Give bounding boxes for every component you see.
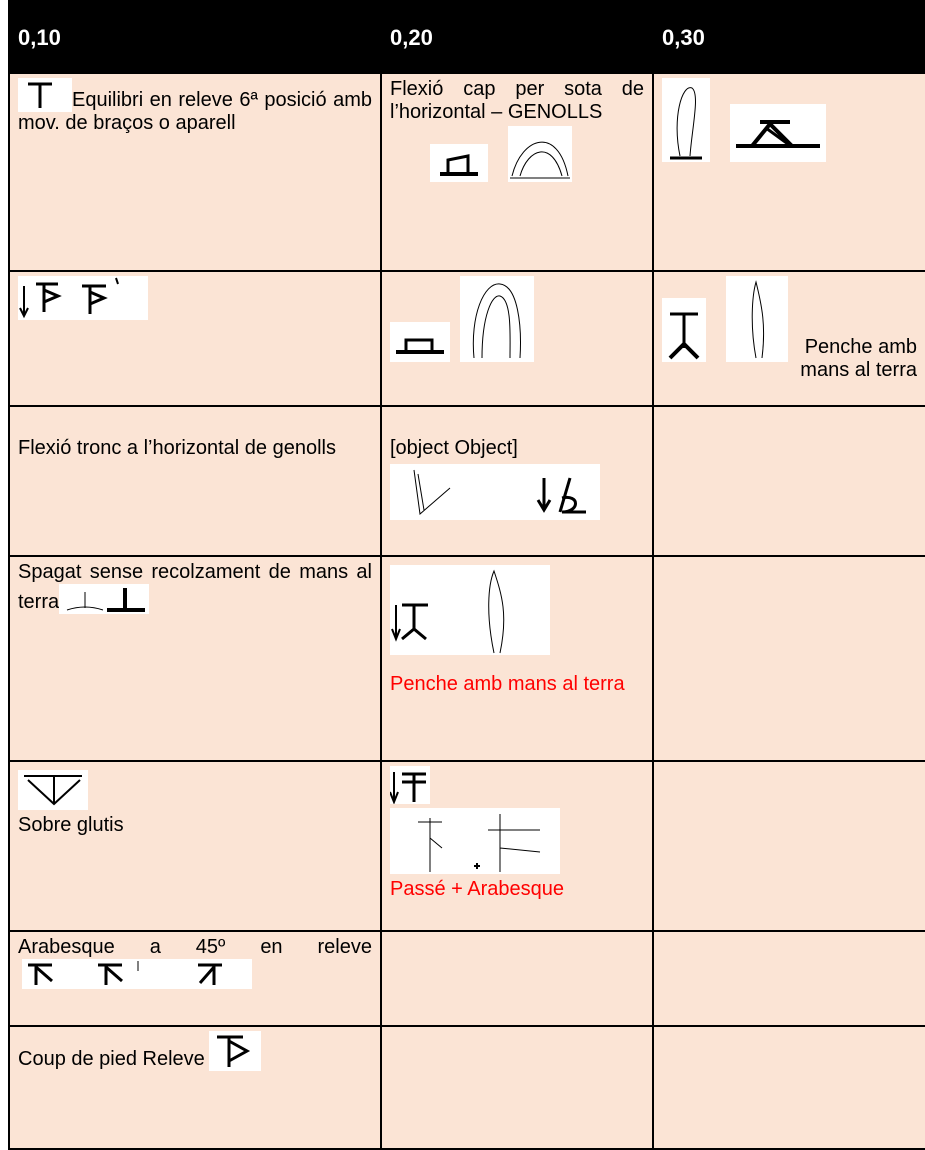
cell-text: Flexió tronc a l’horizontal de genolls [18,437,336,459]
row: Equilibri en releve 6ª posició amb mov. … [8,72,925,272]
cell: Penche amb mans al terra [652,270,925,407]
row: Sobre glutis Passé + Arabesque [8,760,925,932]
row: Flexió tronc a l’horizontal de genolls [… [8,405,925,557]
cell-text: Penche amb mans al terra [390,673,625,695]
cell-text: Coup de pied Releve [18,1048,205,1070]
icon [18,770,88,810]
icon [18,78,72,112]
icon [459,276,534,362]
cell: [object Object] [380,405,654,557]
cell: Arabesque a 45º en releve [8,930,382,1027]
icon [208,1031,261,1071]
cell-text: Flexió cap per sota de l’horizontal – GE… [390,78,644,123]
cell [652,760,925,932]
icon [430,144,488,182]
cell [8,270,382,407]
cell-text: [object Object] [390,437,518,459]
icon [729,104,826,162]
icon [725,276,788,362]
icon [390,565,550,655]
cell [652,1025,925,1150]
cell-text: Passé + Arabesque [390,878,565,900]
row: Coup de pied Releve [8,1025,925,1150]
icon [390,808,560,874]
cell: Equilibri en releve 6ª posició amb mov. … [8,72,382,272]
cell [380,930,654,1027]
icon [390,464,600,520]
cell [380,1025,654,1150]
row: Spagat sense recolzament de mans al terr… [8,555,925,762]
icon-group [430,126,644,182]
cell [652,930,925,1027]
row: Arabesque a 45º en releve [8,930,925,1027]
cell [652,555,925,762]
cell-text: Penche amb mans al terra [800,336,917,381]
cell: Sobre glutis [8,760,382,932]
icon [507,126,572,182]
cell: Passé + Arabesque [380,760,654,932]
cell-text: Equilibri en releve 6ª posició amb mov. … [18,89,372,134]
icon [662,298,706,362]
cell: Spagat sense recolzament de mans al terr… [8,555,382,762]
cell-text: Arabesque a 45º en releve [18,936,372,958]
cell: Coup de pied Releve [8,1025,382,1150]
header-cell: 0,20 [380,0,654,74]
cell-text: Spagat sense recolzament de mans al terr… [18,561,372,613]
cell-text: Sobre glutis [18,814,124,836]
icon [390,766,430,804]
row: Penche amb mans al terra [8,270,925,407]
icon [59,584,150,614]
icon [18,276,148,320]
cell [652,405,925,557]
cell [652,72,925,272]
header-row: 0,10 0,20 0,30 [8,0,925,74]
elements-table: 0,10 0,20 0,30 Equilibri en releve 6ª po… [8,0,925,1150]
icon [390,322,450,362]
icon-group [390,565,644,655]
cell: Penche amb mans al terra [380,555,654,762]
cell: Flexió tronc a l’horizontal de genolls [8,405,382,557]
cell [380,270,654,407]
icon [662,78,710,162]
header-cell: 0,10 [8,0,382,74]
icon [22,959,252,989]
cell: Flexió cap per sota de l’horizontal – GE… [380,72,654,272]
header-cell: 0,30 [652,0,925,74]
